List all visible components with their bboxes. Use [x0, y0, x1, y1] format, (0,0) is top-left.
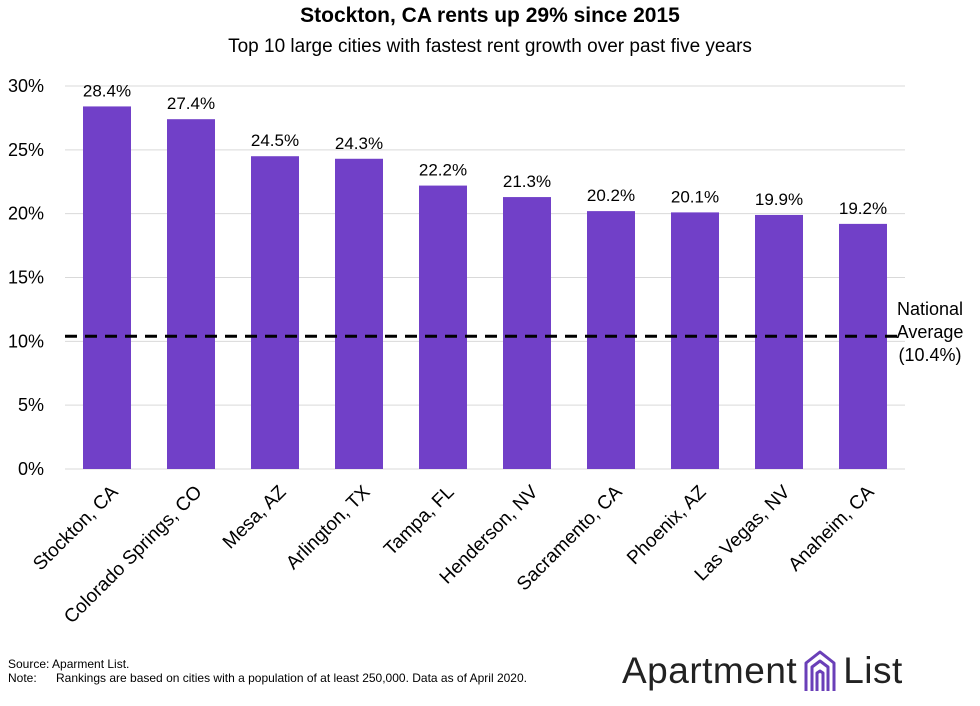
x-tick-label: Phoenix, AZ — [623, 481, 711, 569]
bar-value-label: 19.9% — [755, 190, 803, 209]
bar-value-label: 28.4% — [83, 81, 131, 100]
x-tick-label: Stockton, CA — [29, 481, 122, 574]
y-tick-label: 25% — [8, 140, 44, 160]
x-tick-label: Mesa, AZ — [219, 481, 291, 553]
bar — [587, 211, 635, 469]
apartment-building-icon — [804, 650, 836, 691]
bar — [839, 223, 887, 469]
bar — [167, 119, 215, 470]
bar — [251, 156, 299, 469]
y-tick-label: 30% — [8, 76, 44, 96]
bar-value-label: 24.3% — [335, 134, 383, 153]
bar — [755, 214, 803, 469]
y-tick-label: 5% — [18, 395, 44, 415]
x-tick-label: Tampa, FL — [380, 482, 458, 560]
note-body: Rankings are based on cities with a popu… — [56, 671, 527, 685]
bars: 28.4% 27.4% 24.5% 24.3% 22.2% 21.3% 20.2% 20.1%… — [83, 81, 887, 470]
bar — [671, 212, 719, 469]
source-text: Source: Aparment List. — [8, 657, 130, 671]
national-average-label: Average — [897, 322, 964, 342]
bar — [419, 185, 467, 469]
note-label: Note: — [8, 671, 37, 685]
national-average-label: (10.4%) — [898, 345, 961, 365]
bar-value-label: 20.2% — [587, 186, 635, 205]
bar — [83, 106, 131, 469]
bar-value-label: 20.1% — [671, 187, 719, 206]
y-tick-label: 20% — [8, 204, 44, 224]
bar-value-label: 21.3% — [503, 172, 551, 191]
y-tick-label: 15% — [8, 268, 44, 288]
chart-title: Stockton, CA rents up 29% since 2015 — [300, 4, 680, 27]
bar — [335, 158, 383, 469]
national-average-label: National — [897, 299, 963, 319]
logo-word-apartment: Apartment — [622, 650, 798, 691]
bar — [503, 197, 551, 469]
reference-line-group: National Average (10.4%) — [65, 299, 963, 365]
x-tick-label: Colorado Springs, CO — [60, 482, 206, 628]
bar-value-label: 19.2% — [839, 199, 887, 218]
apartment-list-logo: Apartment List — [622, 641, 903, 701]
chart-subtitle: Top 10 large cities with fastest rent gr… — [228, 36, 752, 57]
y-axis: 0% 5% 10% 15% 20% 25% 30% — [8, 76, 44, 479]
note-text: Note: Rankings are based on cities with a… — [8, 671, 527, 685]
x-tick-label: Anaheim, CA — [785, 481, 879, 575]
logo-word-list: List — [843, 650, 903, 691]
bar-value-label: 22.2% — [419, 161, 467, 180]
y-tick-label: 0% — [18, 459, 44, 479]
bar-chart: 28.4% 27.4% 24.5% 24.3% 22.2% 21.3% 20.2% 20.1%… — [8, 76, 963, 628]
bar-value-label: 27.4% — [167, 94, 215, 113]
y-tick-label: 10% — [8, 331, 44, 351]
x-tick-label: Arlington, TX — [282, 481, 374, 573]
bar-value-label: 24.5% — [251, 131, 299, 150]
